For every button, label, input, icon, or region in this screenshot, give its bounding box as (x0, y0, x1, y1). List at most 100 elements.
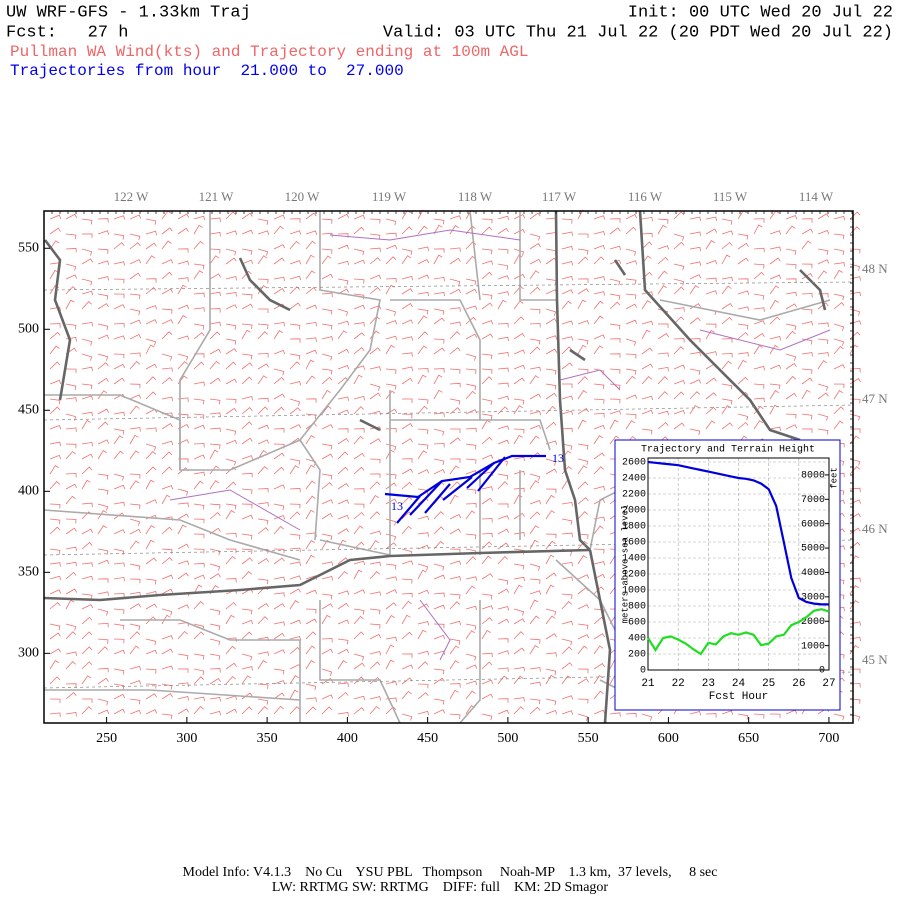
wind-barb (225, 601, 237, 610)
wind-barb (417, 374, 427, 385)
wind-barb (753, 247, 765, 253)
wind-barb (465, 653, 477, 661)
wind-barb (737, 352, 749, 357)
wind-barb (193, 601, 204, 610)
wind-barb (433, 428, 445, 436)
wind-barb (545, 615, 556, 625)
wind-barb (417, 589, 430, 595)
wind-barb (657, 376, 668, 385)
wind-barb (433, 563, 445, 571)
wind-barb (65, 588, 78, 595)
wind-barb (449, 689, 459, 700)
wind-barb (529, 615, 540, 625)
wind-barb (593, 690, 604, 700)
wind-barb (529, 511, 541, 520)
wind-barb (113, 363, 126, 370)
wind-barb (721, 316, 733, 325)
state-border (554, 210, 591, 551)
wind-barb (481, 679, 494, 685)
wind-barb (113, 293, 125, 299)
wind-barb (833, 383, 845, 389)
wind-barb (49, 562, 61, 567)
wind-barb (305, 495, 316, 505)
wind-barb (385, 614, 395, 625)
y-tick-label: 200 (628, 650, 646, 661)
wind-barb (577, 668, 589, 674)
wind-barb (689, 404, 699, 415)
wind-barb (209, 308, 221, 313)
wind-barb (705, 323, 717, 329)
wind-barb (129, 709, 142, 715)
wind-barb (97, 303, 109, 310)
wind-barb (577, 481, 589, 490)
wind-barb (209, 412, 221, 417)
wind-barb (65, 274, 78, 280)
wind-barb (97, 230, 110, 235)
wind-barb (705, 329, 715, 340)
wind-barb (81, 258, 94, 265)
wind-barb (705, 216, 717, 222)
wind-barb (257, 518, 269, 525)
wind-barb (209, 697, 221, 702)
wind-barb (513, 405, 524, 415)
wind-barb (609, 410, 622, 415)
wind-barb (449, 560, 462, 565)
wind-barb (513, 512, 525, 520)
wind-barb (545, 308, 557, 316)
wind-barb (241, 323, 253, 330)
y2-tick-label: 6000 (801, 519, 825, 530)
wind-barb (513, 576, 525, 582)
wind-barb (209, 668, 221, 673)
wind-barb (129, 623, 141, 631)
wind-barb (305, 509, 315, 520)
wind-barb (161, 557, 173, 565)
wind-barb (65, 631, 77, 640)
wind-barb (257, 450, 268, 460)
wind-barb (481, 532, 493, 538)
wind-barb (433, 254, 443, 265)
wind-barb (497, 291, 510, 296)
wind-barb (849, 585, 860, 595)
wind-barb (113, 215, 126, 220)
wind-barb (561, 427, 573, 433)
wind-barb (497, 248, 509, 254)
wind-barb (273, 257, 285, 265)
wind-barb (257, 255, 268, 265)
wind-barb (545, 468, 558, 475)
wind-barb (289, 465, 300, 475)
wind-barb (529, 286, 541, 295)
wind-barb (337, 638, 349, 645)
wind-barb (145, 376, 157, 385)
wind-barb (97, 293, 109, 300)
wind-barb (545, 510, 556, 520)
wind-barb (369, 247, 381, 253)
wind-barb (353, 452, 365, 460)
wind-barb (641, 363, 654, 370)
wind-barb (353, 248, 365, 256)
wind-barb (545, 652, 557, 657)
wind-barb (161, 271, 173, 280)
wind-barb (177, 682, 189, 687)
wind-barb (497, 215, 510, 221)
wind-barb (81, 616, 93, 625)
series-line (647, 608, 830, 656)
wind-barb (737, 257, 749, 265)
wind-barb (145, 683, 157, 689)
wind-barb (257, 578, 269, 585)
wind-barb (737, 306, 750, 311)
wind-barb (737, 413, 749, 421)
wind-barb (625, 375, 636, 385)
wind-barb (241, 421, 253, 430)
wind-barb (641, 300, 652, 310)
wind-barb (545, 540, 556, 550)
y-tick-label: 2000 (622, 506, 646, 517)
wind-barb (273, 466, 285, 475)
wind-barb (737, 359, 747, 370)
wind-barb (145, 466, 157, 475)
wind-barb (209, 677, 221, 685)
wind-barb (417, 661, 429, 670)
wind-barb (577, 511, 588, 520)
wind-barb (673, 211, 685, 220)
wind-barb (353, 569, 363, 580)
county-line (319, 470, 521, 556)
